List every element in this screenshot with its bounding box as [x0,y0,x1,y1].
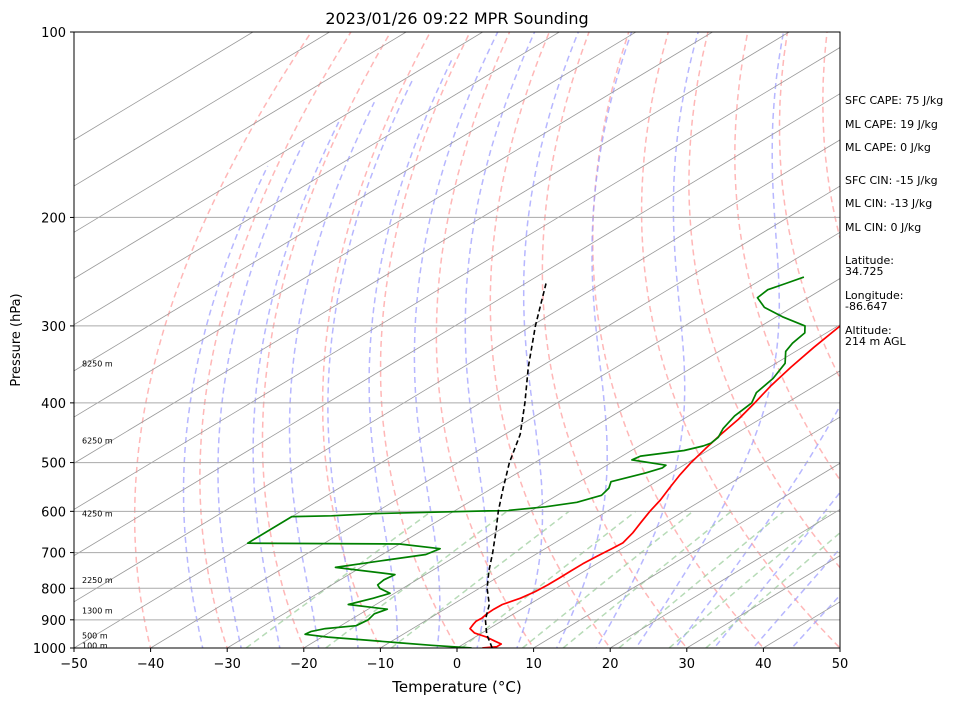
isotherm-line [74,47,840,510]
dry-adiabat-line [261,32,392,648]
isotherm-line [533,462,840,648]
mu-cin-text: ML CIN: 0 J/kg [845,221,922,234]
x-tick-label: −40 [137,657,164,672]
temperature-line [469,324,840,648]
isotherm-line [74,139,840,603]
altitude-value: 214 m AGL [845,335,906,348]
x-tick-label: −10 [367,657,394,672]
moist-adiabat-line [288,101,375,648]
height-label: 2250 m [82,576,113,585]
y-axis-label: Pressure (hPa) [9,293,24,386]
isotherm-line [74,32,560,326]
altitude-label: Altitude: [845,324,892,337]
isotherm-line [74,32,713,418]
isotherm-line [609,508,840,648]
moist-adiabat-line [182,165,269,648]
moist-adiabat-line [555,32,633,648]
dry-adiabat-line [541,32,688,648]
moist-adiabat-line [413,32,499,648]
moist-adiabat-line [516,32,579,648]
height-label: 1300 m [82,607,113,616]
dry-adiabat-line [592,32,765,648]
isotherm-line [74,185,840,648]
sounding-series [246,276,840,648]
moist-adiabat-line [595,32,699,648]
moist-adiabat-line [368,57,454,648]
height-label: 100 m [82,641,108,650]
dry-adiabat-line [688,32,840,569]
sfc-cape-text: SFC CAPE: 75 J/kg [845,94,944,107]
isotherm-line [456,416,840,648]
isotherm-line [74,32,790,464]
mu-cape-text: ML CAPE: 0 J/kg [845,141,931,154]
latitude-value: 34.725 [845,265,884,278]
parcel-profile-line [484,283,547,648]
isotherm-line [74,93,840,557]
x-tick-label: −20 [290,657,317,672]
dry-adiabat-line [199,32,352,648]
chart-title: 2023/01/26 09:22 MPR Sounding [325,9,588,28]
x-axis-ticks: −50 −40 −30 −20 −10 0 10 20 30 40 50 [60,648,848,672]
y-tick-label: 400 [41,397,66,412]
mixing-ratio-line [325,510,508,648]
ml-cin-text: ML CIN: -13 J/kg [845,197,933,210]
x-tick-label: 0 [453,657,461,672]
height-label: 500 m [82,632,108,641]
isotherm-line [74,32,254,141]
moist-adiabat-line [327,80,413,648]
y-tick-label: 900 [41,614,66,629]
y-tick-label: 600 [41,505,66,520]
y-axis-ticks: 100 200 300 400 500 600 700 800 900 1000 [33,26,74,657]
y-tick-label: 700 [41,547,66,562]
longitude-value: -86.647 [845,300,888,313]
dry-adiabat-line [640,32,840,648]
isotherm-line [226,278,840,648]
x-tick-label: 40 [755,657,772,672]
moist-adiabat-line [674,404,840,648]
isotherm-line [380,370,840,648]
dry-adiabat-line [435,32,535,648]
height-label: 6250 m [82,436,113,445]
sfc-cin-text: SFC CIN: -15 J/kg [845,174,938,187]
latitude-label: Latitude: [845,254,894,267]
isotherm-line [303,324,840,648]
x-tick-label: 30 [679,657,696,672]
mixing-ratio-line [461,510,637,648]
dry-adiabat-line [946,32,953,661]
height-label: 4250 m [82,510,113,519]
isotherm-line [74,32,407,233]
y-tick-label: 100 [41,26,66,41]
isotherm-line [74,32,637,372]
x-tick-label: −30 [213,657,240,672]
longitude-label: Longitude: [845,289,904,302]
y-tick-label: 200 [41,211,66,226]
x-tick-label: 20 [602,657,619,672]
y-tick-label: 800 [41,582,66,597]
ml-cape-text: ML CAPE: 19 J/kg [845,118,938,131]
y-tick-label: 300 [41,320,66,335]
y-tick-label: 500 [41,457,66,472]
dry-adiabat-line [133,32,312,648]
y-tick-label: 1000 [33,642,66,657]
isotherm-line [74,32,330,187]
dry-adiabat-line [321,32,431,648]
height-label: 8250 m [82,359,113,368]
dewpoint-line [246,276,806,648]
mixing-ratio-line [390,510,570,648]
x-tick-label: 10 [525,657,542,672]
x-tick-label: −50 [60,657,87,672]
isotherm-line [150,231,840,648]
isotherm-line [74,32,483,279]
x-axis-label: Temperature (°C) [391,678,521,696]
x-tick-label: 50 [832,657,849,672]
dry-adiabat-line [489,32,612,648]
